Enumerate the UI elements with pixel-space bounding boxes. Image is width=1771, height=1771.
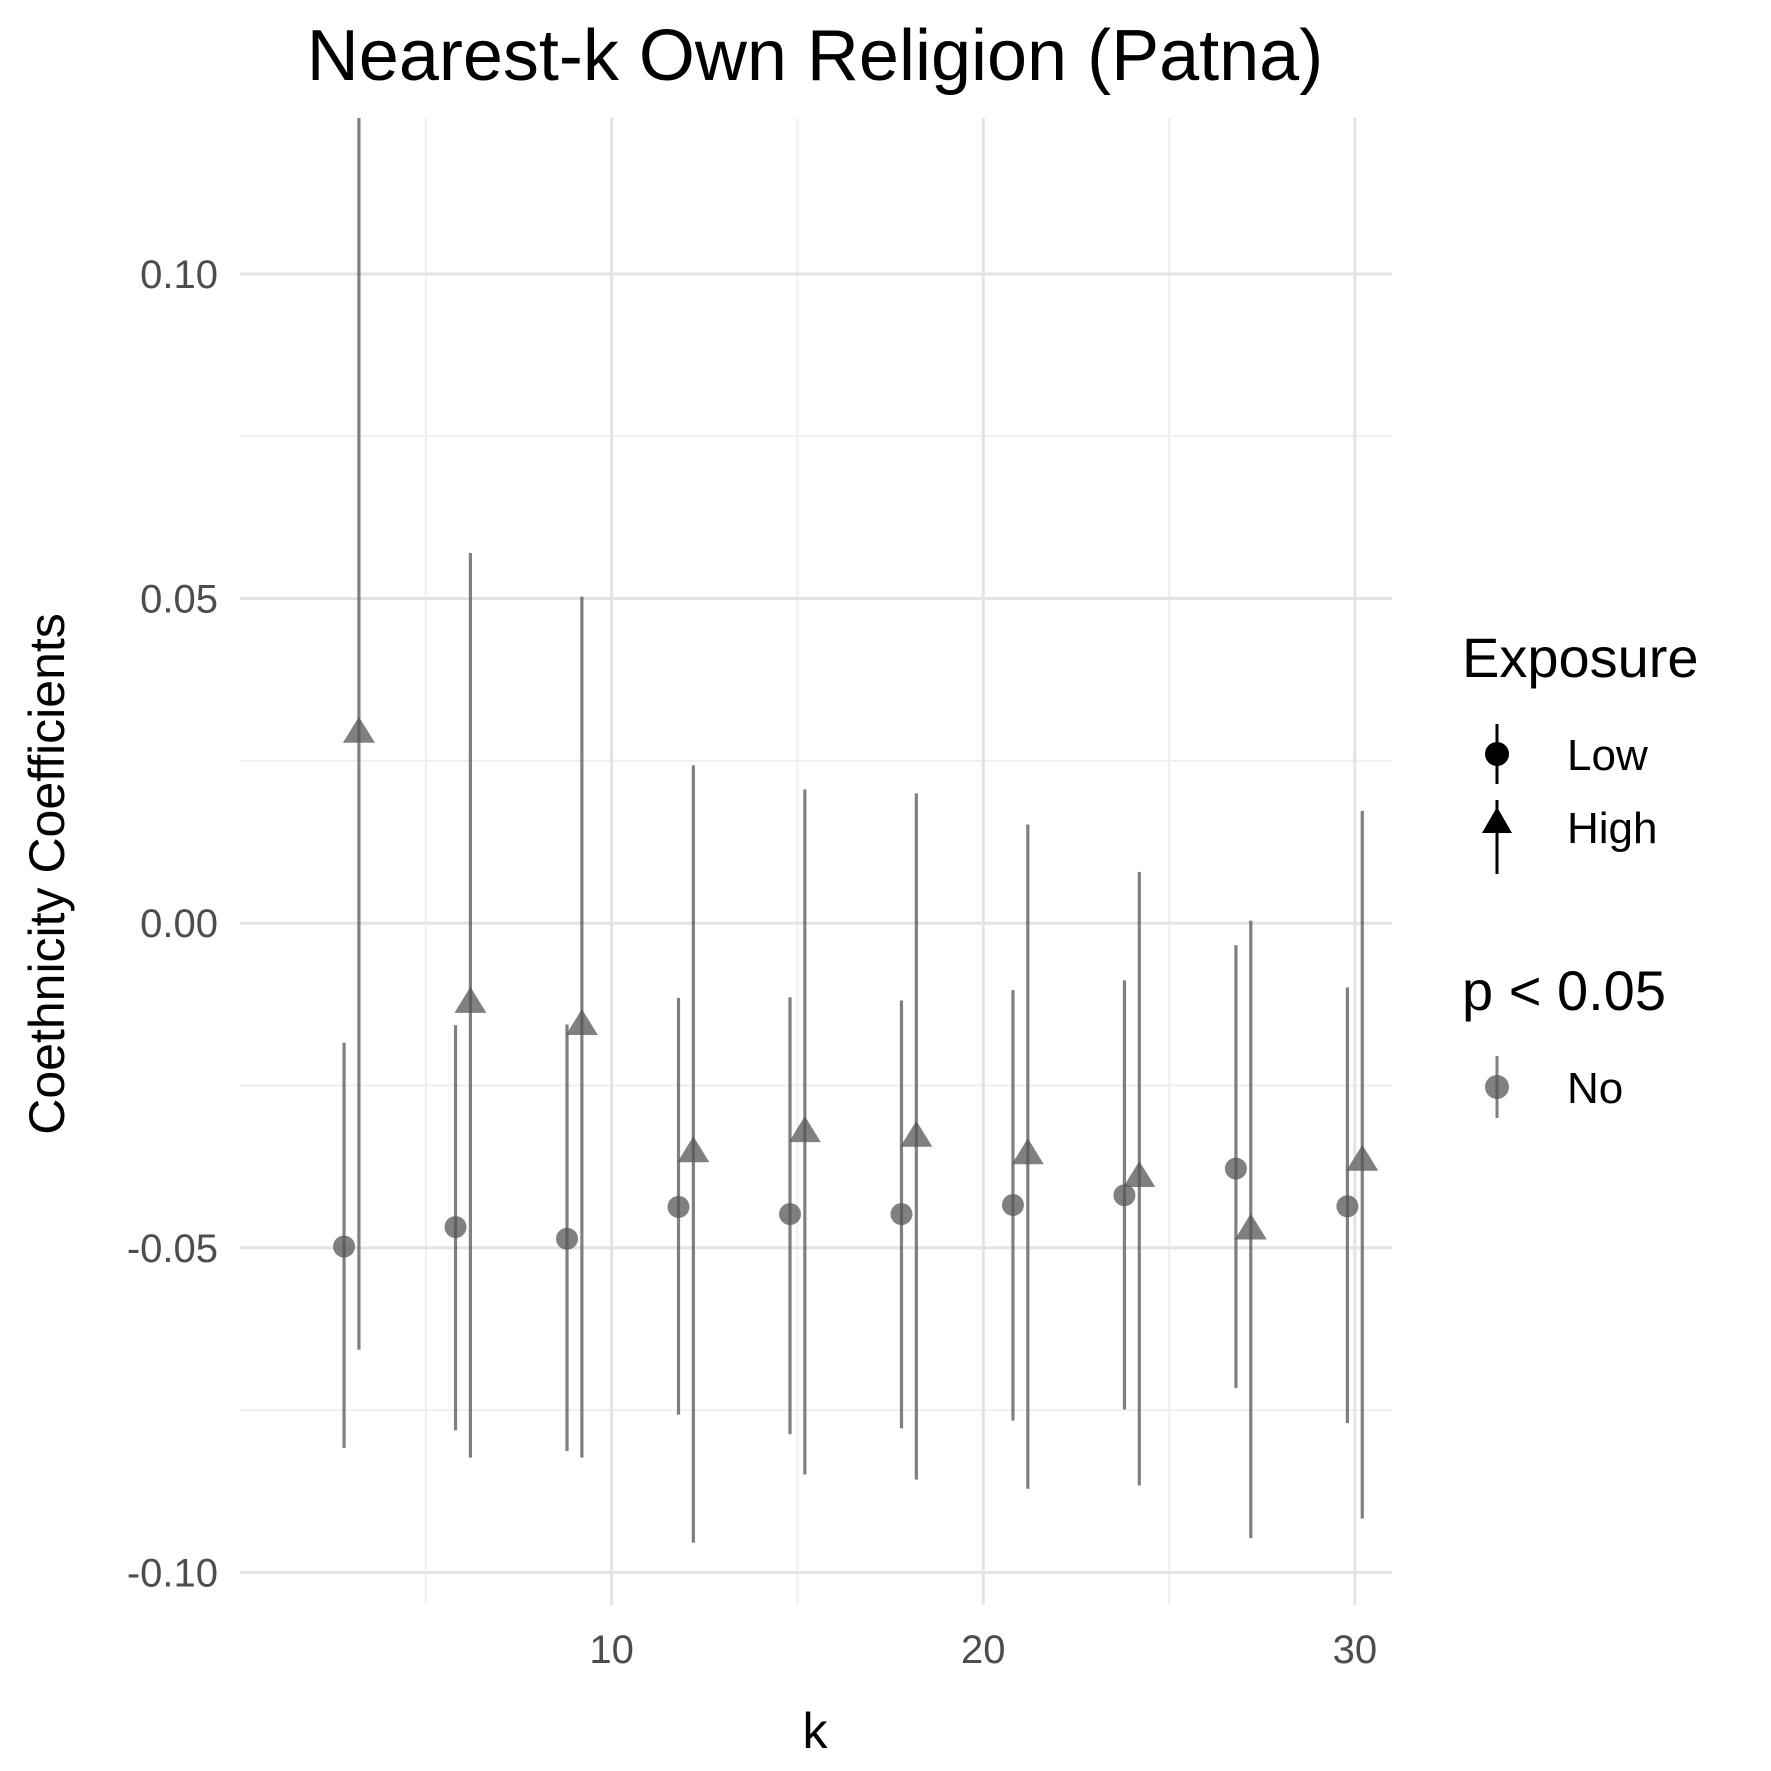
point-high xyxy=(1346,1144,1379,1171)
point-low xyxy=(1113,1184,1136,1207)
point-low xyxy=(1001,1194,1024,1217)
legend-key-no xyxy=(1485,1056,1509,1118)
point-high xyxy=(1234,1213,1267,1240)
point-low xyxy=(1224,1157,1247,1180)
x-tick-label: 20 xyxy=(961,1628,1006,1672)
point-low xyxy=(890,1203,913,1226)
point-low xyxy=(778,1203,801,1226)
x-tick-label: 30 xyxy=(1333,1628,1378,1672)
legend-key-high-triangle xyxy=(1482,807,1512,833)
legend-label-no: No xyxy=(1567,1064,1623,1113)
point-high xyxy=(788,1116,821,1143)
point-low xyxy=(333,1235,356,1258)
y-tick-label: 0.00 xyxy=(140,902,218,946)
point-high xyxy=(454,986,487,1013)
legend-key-no-circle xyxy=(1485,1075,1509,1099)
point-low xyxy=(556,1227,579,1250)
legend-title-significance: p < 0.05 xyxy=(1462,959,1666,1022)
point-high xyxy=(677,1136,710,1163)
x-axis-title: k xyxy=(803,1703,829,1759)
point-high xyxy=(565,1009,598,1036)
point-high xyxy=(1123,1160,1156,1187)
point-low xyxy=(444,1216,467,1239)
legend-key-low-circle xyxy=(1485,742,1509,766)
legend-key-low xyxy=(1485,724,1509,784)
legend: Exposure Low High p < 0.05 No xyxy=(1462,626,1699,1118)
legend-key-high xyxy=(1482,800,1512,874)
point-high xyxy=(1011,1138,1044,1165)
y-axis-title: Coethnicity Coefficients xyxy=(19,613,75,1135)
point-high xyxy=(342,716,375,743)
data-marks xyxy=(333,118,1379,1543)
y-tick-label: -0.10 xyxy=(127,1552,218,1596)
y-tick-label: 0.05 xyxy=(140,578,218,622)
point-low xyxy=(667,1195,690,1218)
legend-label-high: High xyxy=(1567,804,1658,853)
x-tick-label: 10 xyxy=(589,1628,634,1672)
chart-title: Nearest-k Own Religion (Patna) xyxy=(307,16,1323,96)
y-tick-label: 0.10 xyxy=(140,253,218,297)
point-low xyxy=(1336,1195,1359,1218)
legend-label-low: Low xyxy=(1567,731,1648,780)
legend-title-exposure: Exposure xyxy=(1462,626,1699,689)
grid xyxy=(240,118,1392,1605)
y-tick-label: -0.05 xyxy=(127,1227,218,1271)
point-high xyxy=(900,1120,933,1147)
tick-labels: 10 20 30 -0.10 -0.05 0.00 0.05 0.10 xyxy=(127,253,1377,1672)
